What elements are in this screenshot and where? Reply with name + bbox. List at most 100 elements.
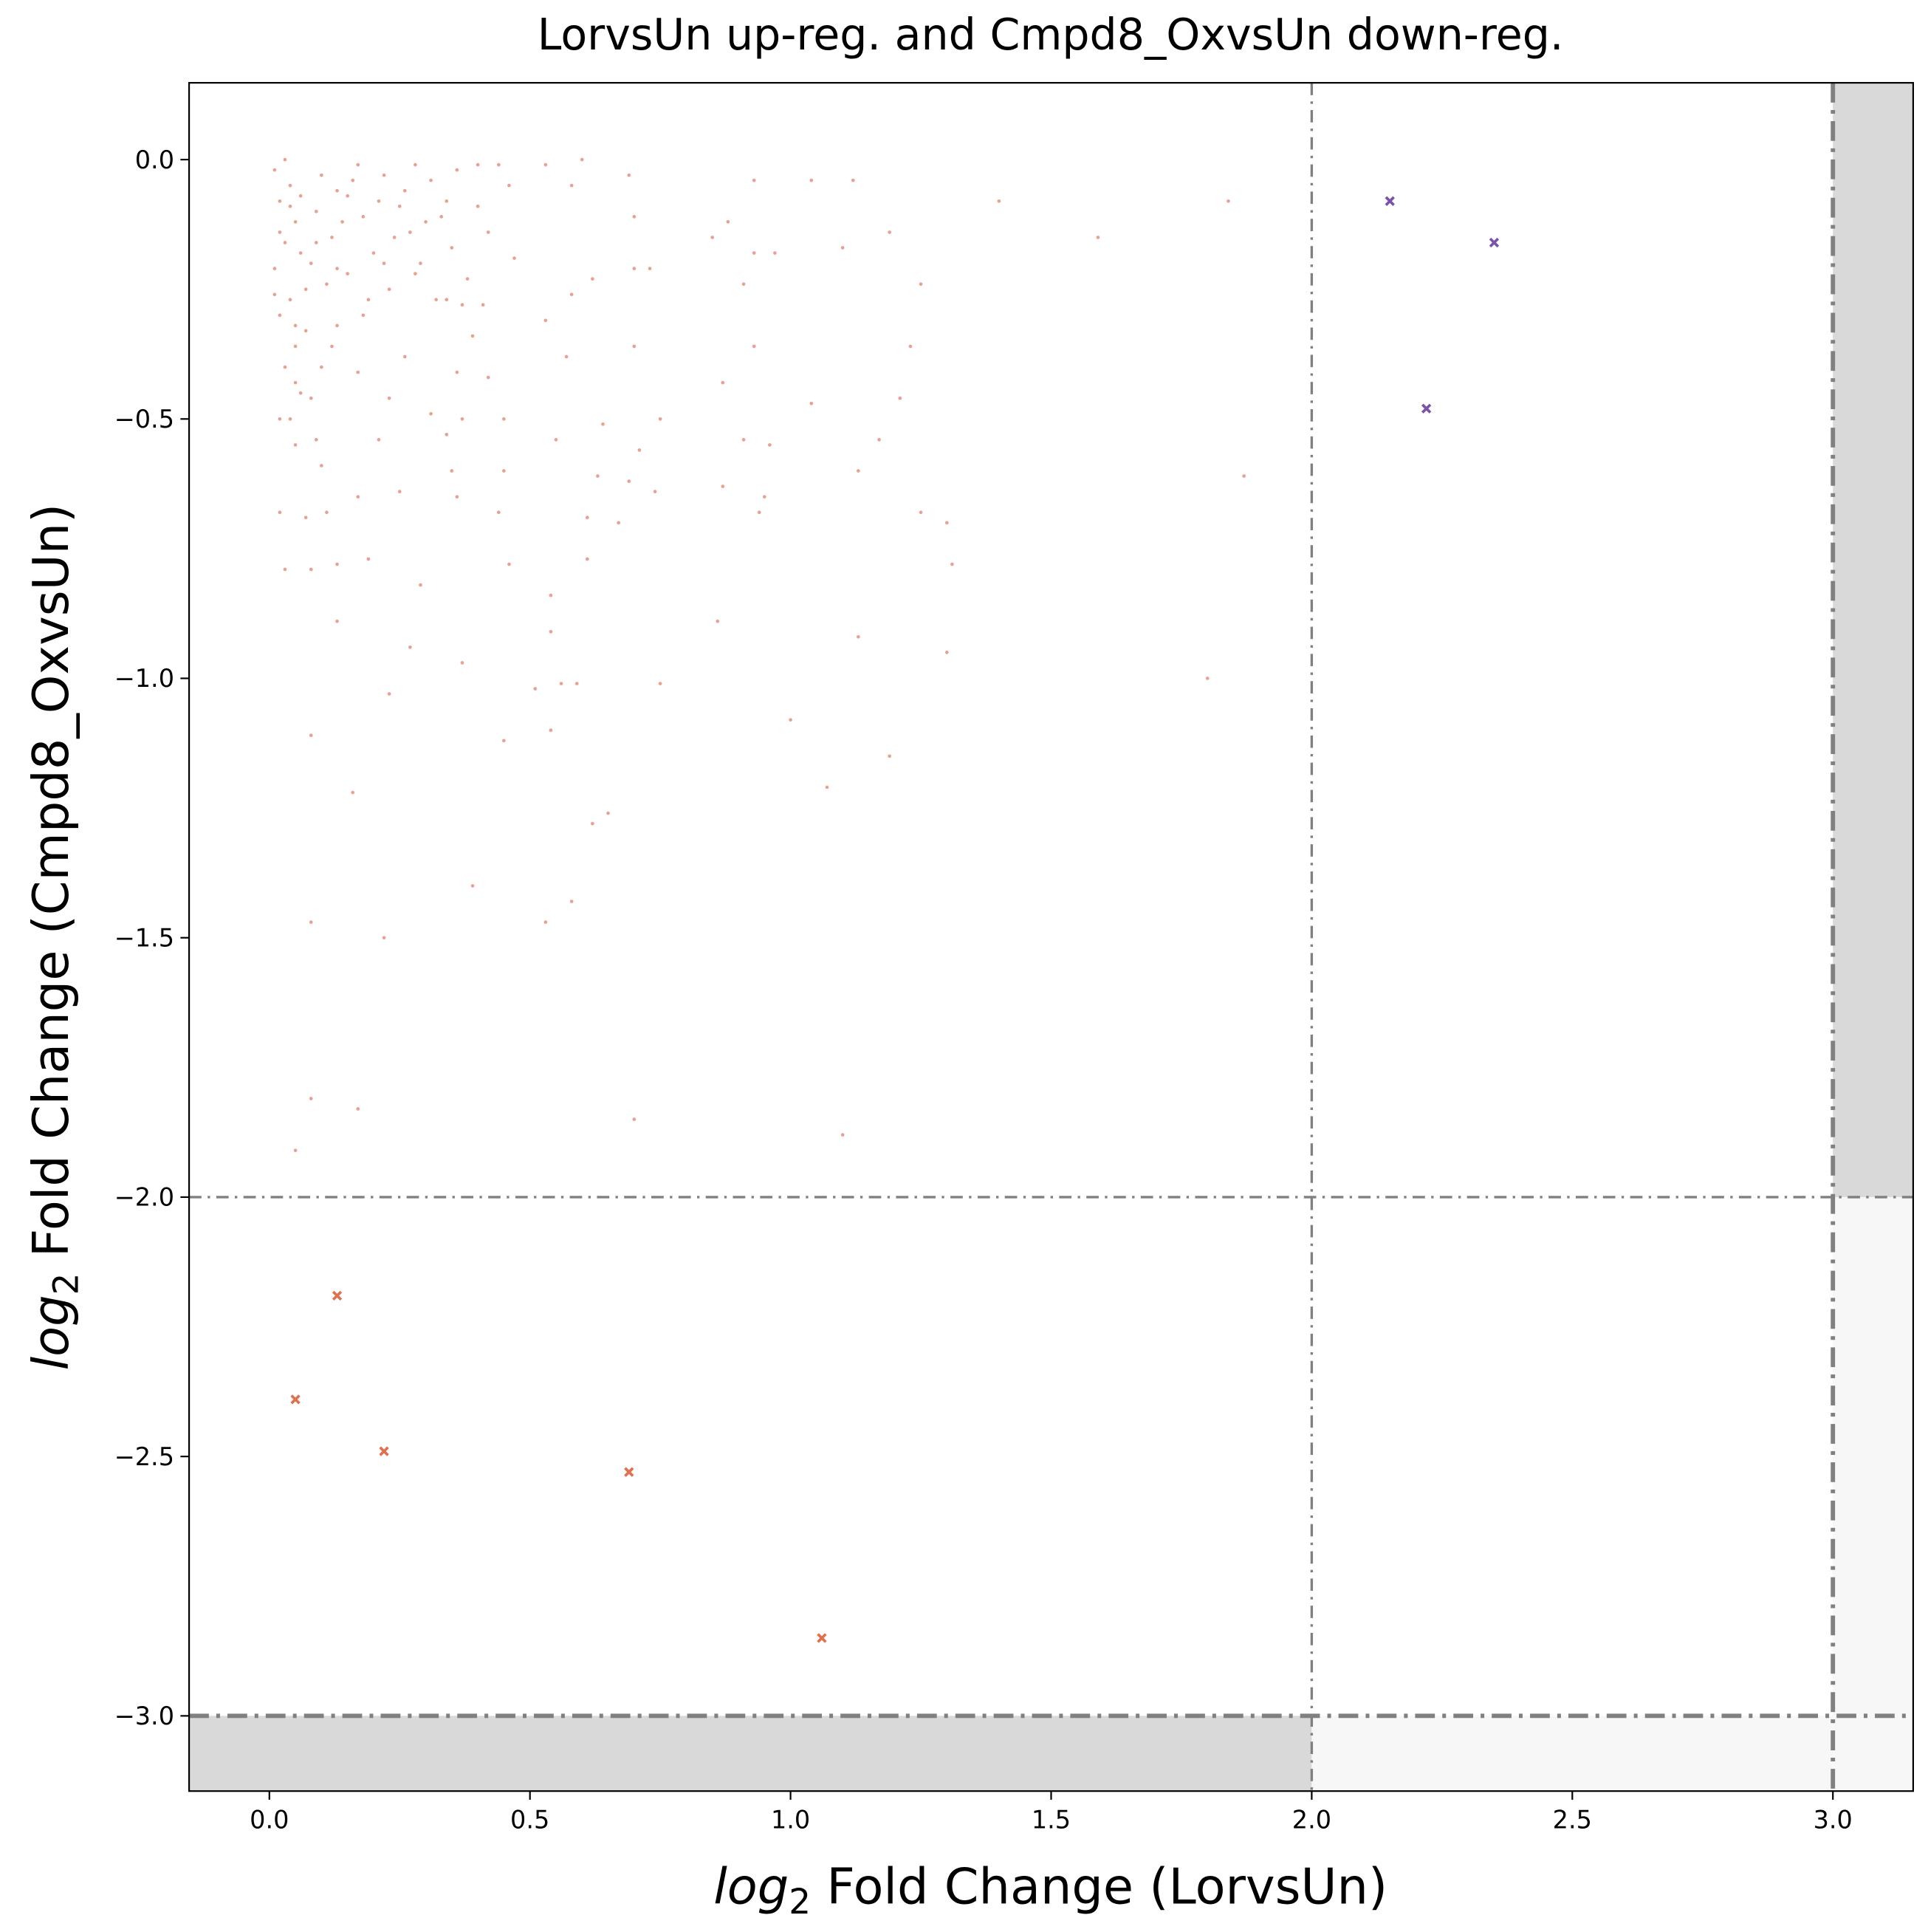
x-axis-label: log2 Fold Change (LorvsUn) (713, 1858, 1387, 1922)
point (402, 188, 407, 193)
y-tick-label: −0.5 (114, 405, 174, 434)
point (574, 682, 579, 685)
point (1385, 196, 1395, 206)
x-tick-label: 3.0 (1814, 1805, 1853, 1834)
point (637, 448, 642, 452)
point (476, 162, 480, 167)
point (476, 204, 480, 208)
y-tick-label: −3.0 (114, 1702, 174, 1730)
point (658, 682, 662, 685)
point (543, 162, 548, 167)
point (298, 193, 303, 198)
x-tick-label: 0.0 (250, 1805, 289, 1834)
point (382, 936, 386, 940)
point (309, 733, 313, 738)
point (278, 313, 282, 318)
point (298, 391, 303, 395)
point (455, 370, 459, 374)
point (825, 785, 829, 789)
point (314, 438, 318, 442)
point (272, 267, 277, 270)
point (486, 375, 490, 380)
x-tick-label: 1.0 (771, 1805, 810, 1834)
point (382, 173, 386, 177)
point (272, 168, 277, 172)
point (402, 354, 407, 359)
point (752, 344, 756, 349)
point (335, 562, 339, 566)
point (366, 557, 371, 561)
x-label-part: Fold Change (LorvsUn) (811, 1858, 1387, 1916)
x-tick-label: 0.5 (510, 1805, 549, 1834)
point (944, 521, 949, 525)
point (332, 1290, 343, 1301)
point (382, 261, 386, 265)
point (320, 365, 323, 369)
point (445, 199, 449, 203)
point (752, 251, 756, 255)
point (997, 199, 1001, 203)
point (716, 619, 720, 623)
point (773, 251, 777, 255)
point (366, 298, 371, 302)
y-tick-label: 0.0 (135, 145, 174, 174)
x-tick-label: 2.5 (1553, 1805, 1592, 1834)
point (877, 438, 881, 442)
point (351, 178, 355, 182)
point (445, 433, 449, 436)
point (278, 199, 282, 203)
point (888, 754, 892, 758)
point (632, 267, 637, 270)
point (624, 1467, 634, 1477)
point (303, 515, 308, 520)
y-label-sub: 2 (47, 1273, 86, 1295)
point (569, 900, 574, 903)
point (470, 884, 475, 888)
point (356, 1107, 360, 1111)
point (1489, 237, 1500, 248)
point (564, 354, 569, 359)
y-label-part: log (22, 1295, 80, 1370)
point (857, 634, 860, 639)
point (450, 469, 454, 473)
point (710, 236, 715, 239)
point (445, 298, 449, 302)
point (293, 344, 298, 349)
point (809, 178, 814, 182)
point (335, 323, 339, 328)
point (335, 267, 339, 270)
point (752, 178, 756, 182)
point (1096, 236, 1100, 239)
point (1242, 474, 1246, 478)
point (330, 344, 334, 349)
point (346, 193, 349, 198)
point (283, 157, 287, 162)
point (455, 168, 459, 172)
shaded-region (1833, 83, 1913, 1197)
point (288, 204, 292, 208)
point (414, 272, 417, 275)
point (580, 157, 584, 162)
point (898, 396, 902, 400)
point (283, 567, 287, 572)
shaded-region (1311, 1716, 1833, 1792)
point (320, 173, 323, 177)
point (507, 183, 511, 188)
x-tick-label: 1.5 (1032, 1805, 1071, 1834)
point (617, 521, 621, 525)
point (293, 443, 298, 447)
point (591, 821, 594, 826)
point (507, 562, 511, 566)
point (377, 199, 381, 203)
point (379, 1446, 389, 1456)
point (840, 1133, 845, 1137)
point (392, 236, 397, 239)
point (502, 469, 506, 473)
point (569, 292, 574, 297)
point (387, 396, 391, 400)
point (450, 246, 454, 250)
point (351, 790, 355, 795)
point (481, 303, 485, 307)
x-label-sub: 2 (789, 1883, 811, 1922)
